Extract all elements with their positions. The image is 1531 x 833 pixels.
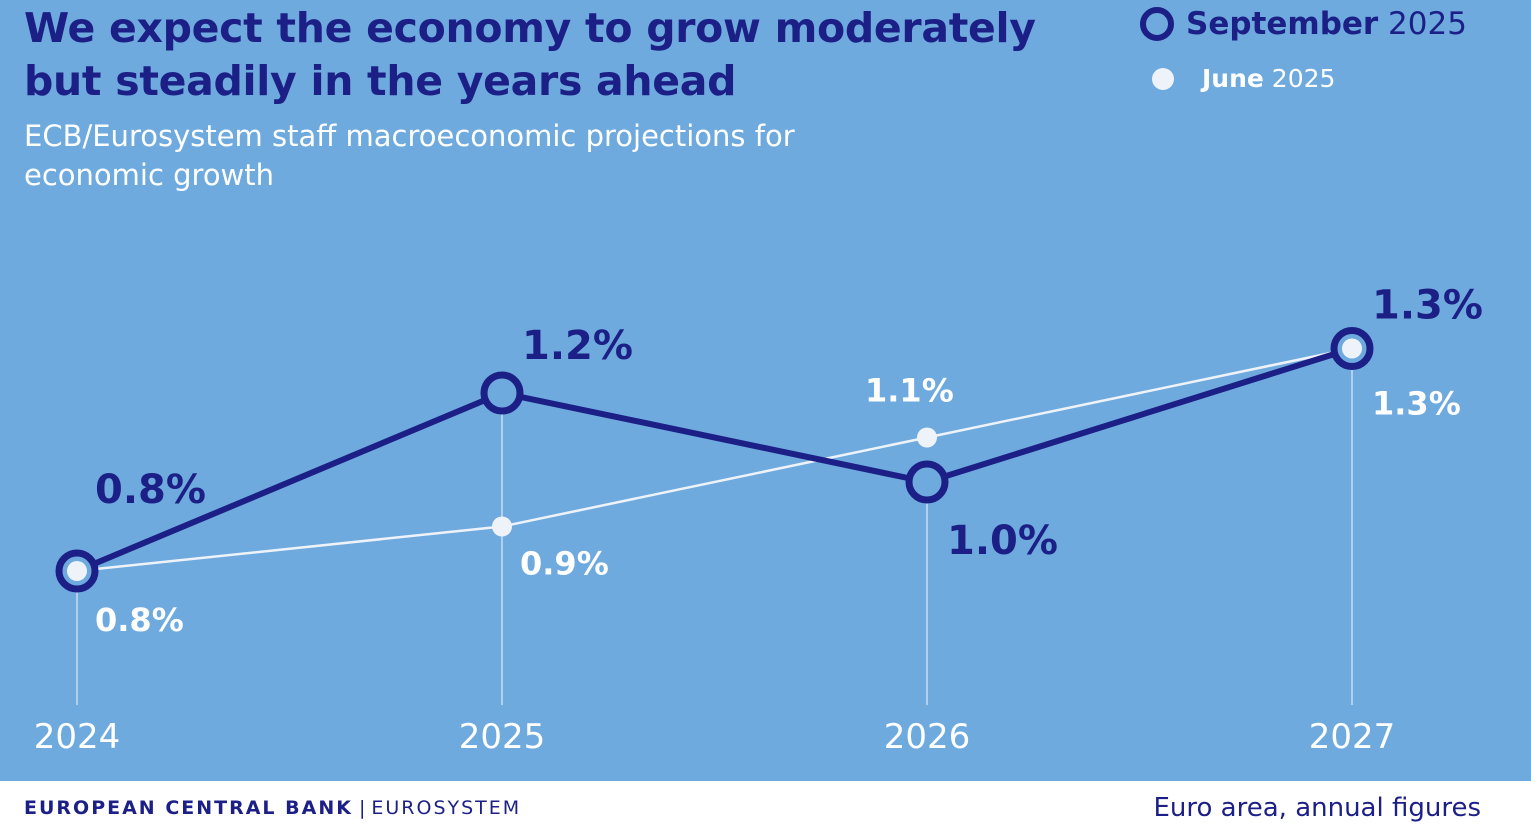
data-label-september-2025: 1.2% — [522, 323, 633, 369]
point-september-2026 — [905, 460, 949, 504]
footer-system-name: EUROSYSTEM — [371, 797, 522, 819]
legend-item-september: September 2025 — [1140, 6, 1467, 42]
point-september-2025 — [480, 371, 524, 415]
legend-marker-june-dot-icon — [1152, 67, 1174, 90]
legend-marker-september-ring-icon — [1140, 7, 1174, 41]
data-label-september-2026: 1.0% — [947, 518, 1058, 564]
footer-org-name: EUROPEAN CENTRAL BANK — [24, 797, 353, 819]
footer-organization: EUROPEAN CENTRAL BANK | EUROSYSTEM — [24, 797, 521, 819]
point-june-2026 — [917, 427, 937, 448]
data-label-june-2025: 0.9% — [520, 545, 609, 583]
point-june-2025 — [492, 516, 512, 537]
data-label-june-2024: 0.8% — [95, 601, 184, 639]
x-tick-label-2026: 2026 — [884, 717, 971, 757]
footer-separator: | — [358, 797, 366, 819]
footer-note: Euro area, annual figures — [1153, 793, 1481, 823]
legend-label-september: September 2025 — [1186, 6, 1467, 42]
x-tick-label-2025: 2025 — [459, 717, 546, 757]
data-label-june-2026: 1.1% — [865, 372, 954, 410]
chart-title: We expect the economy to grow moderately… — [24, 4, 1036, 105]
data-label-september-2024: 0.8% — [95, 467, 206, 513]
series-line-september-2025 — [75, 345, 1353, 574]
legend-label-june: June 2025 — [1202, 64, 1336, 93]
data-label-september-2027: 1.3% — [1372, 283, 1483, 329]
point-june-2024 — [67, 561, 87, 581]
line-chart: 2024 2025 2026 2027 0.8% 1.2% 1.0% 1.3% 0.8% 0.9%… — [34, 283, 1483, 758]
series-line-june-2025 — [76, 347, 1353, 573]
x-tick-label-2024: 2024 — [34, 717, 121, 757]
legend-item-june: June 2025 — [1152, 64, 1335, 93]
point-june-2027 — [1342, 338, 1362, 359]
x-tick-label-2027: 2027 — [1309, 717, 1396, 757]
chart-subtitle: ECB/Eurosystem staff macroeconomic proje… — [24, 119, 795, 192]
chart-panel: We expect the economy to grow moderately… — [0, 0, 1531, 781]
data-label-june-2027: 1.3% — [1372, 385, 1461, 423]
